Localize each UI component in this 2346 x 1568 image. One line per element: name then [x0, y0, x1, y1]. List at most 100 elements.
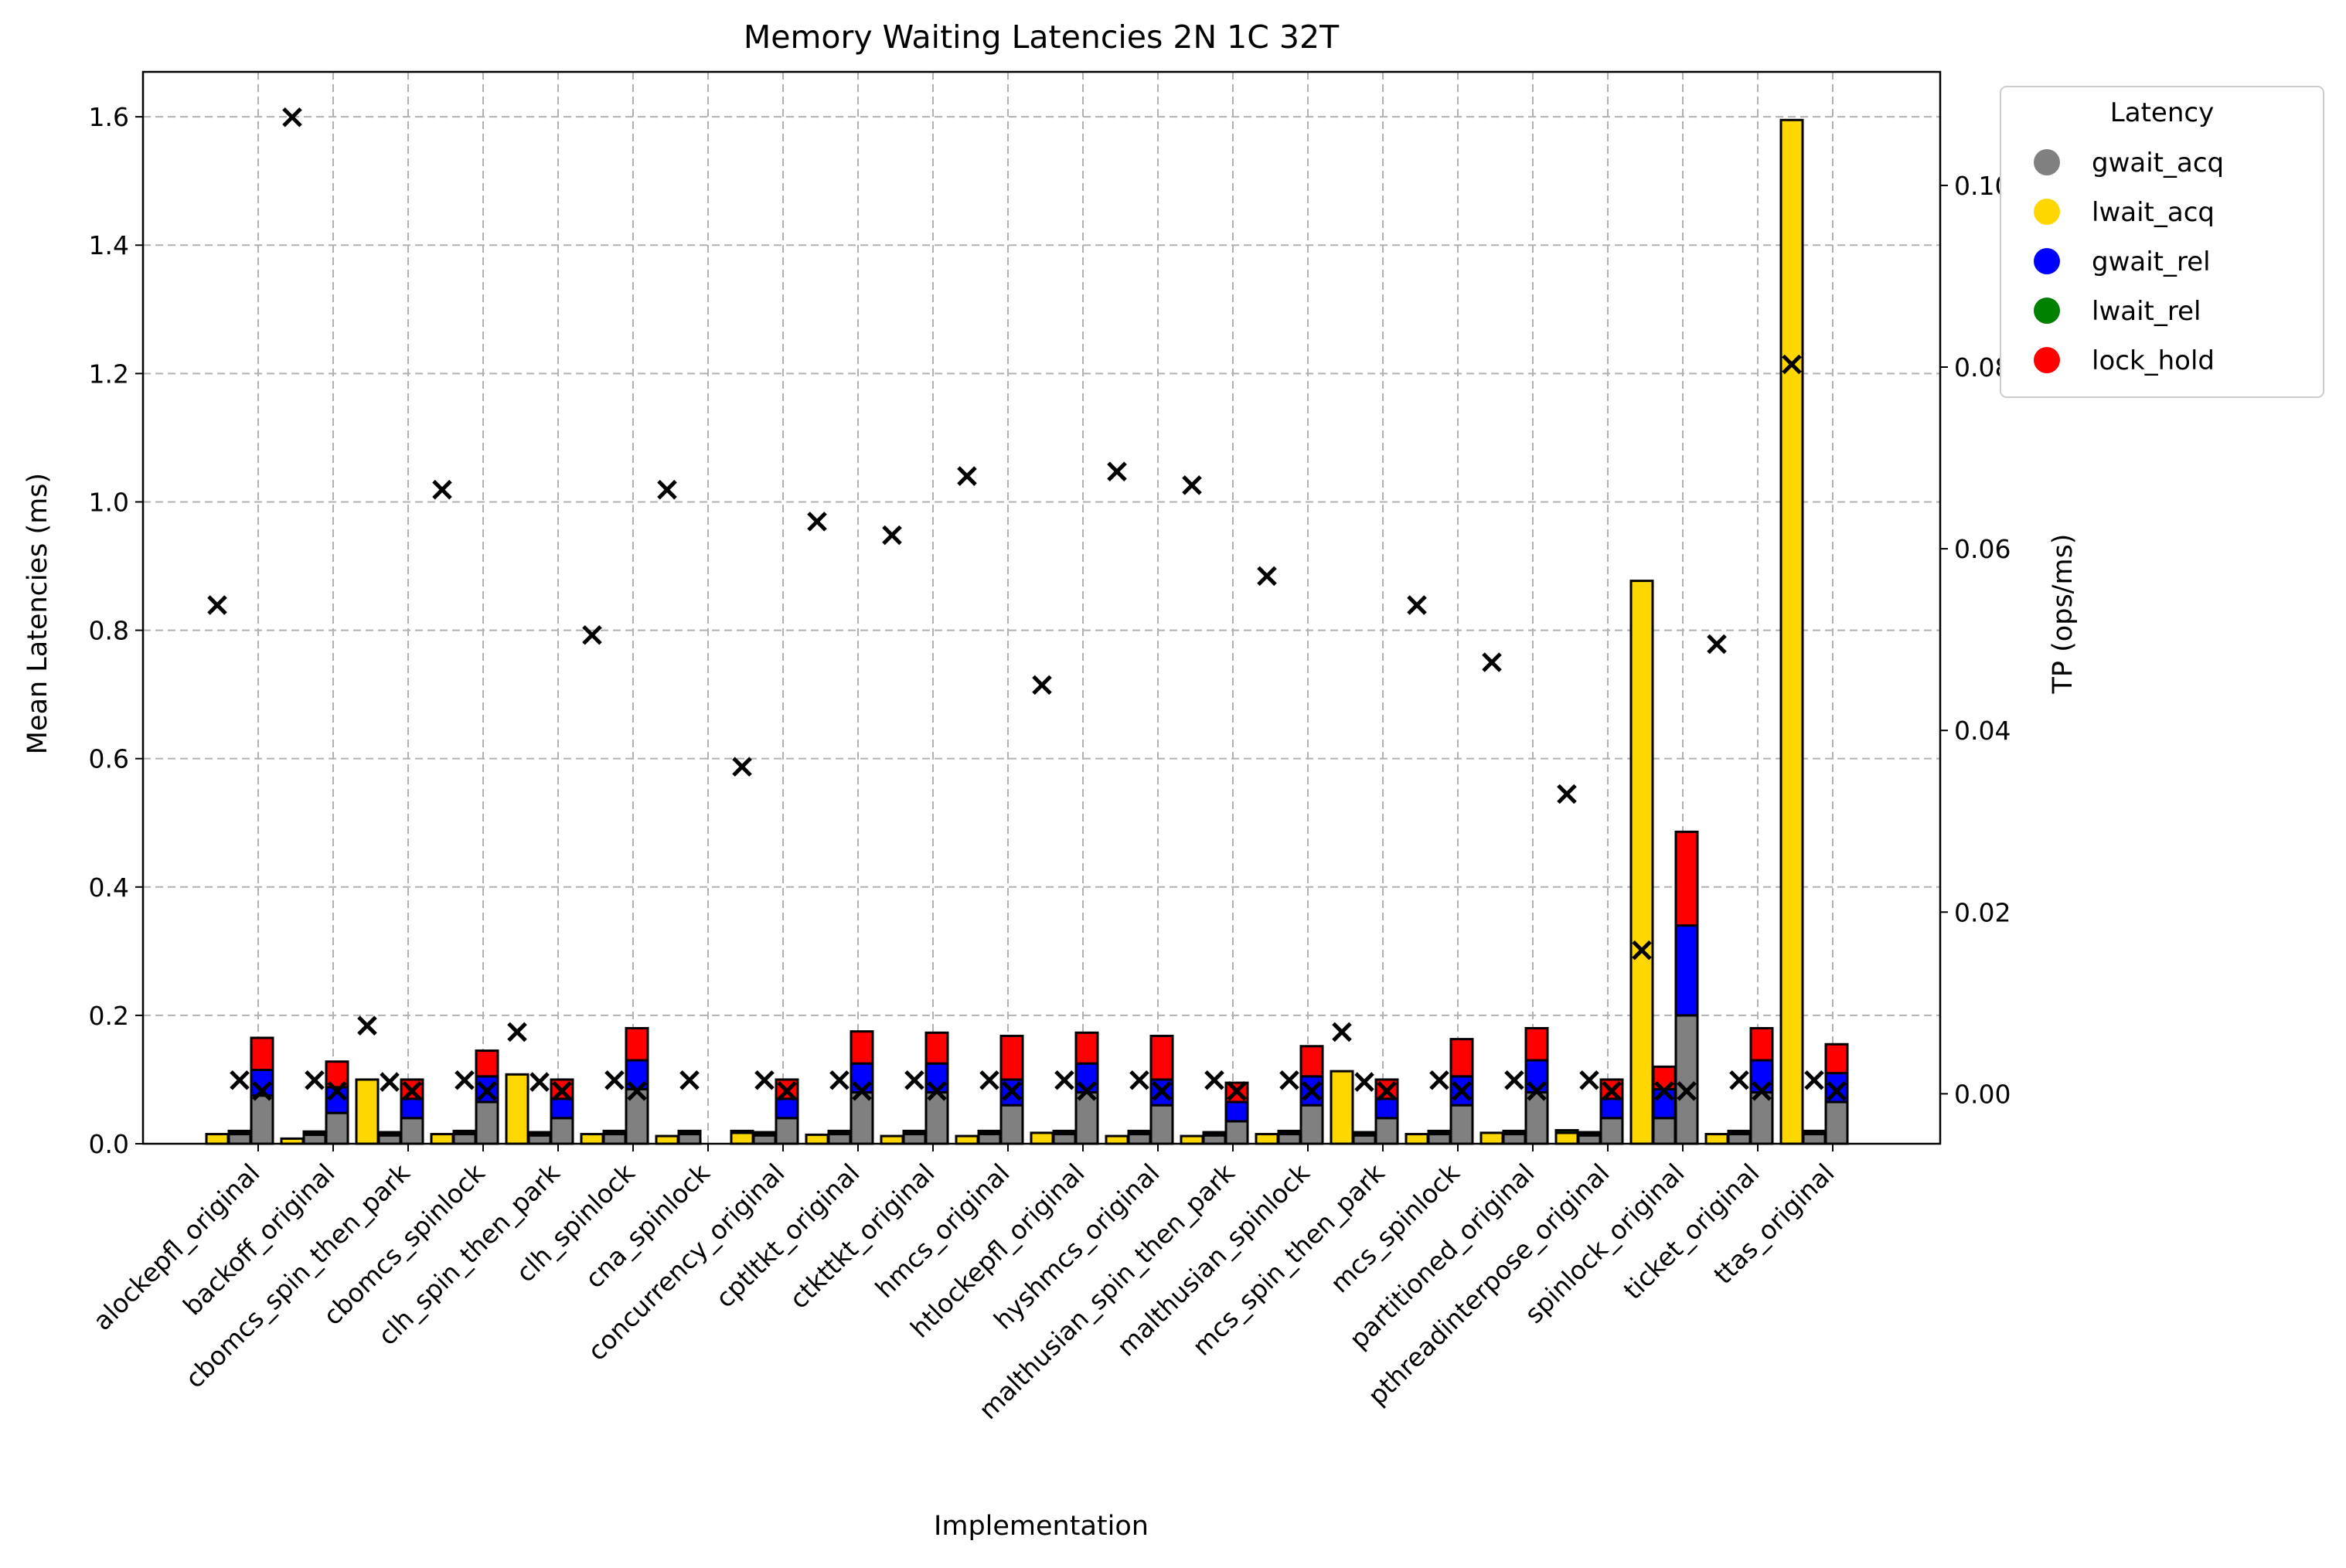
bar-gwait-acq: [452, 1133, 477, 1145]
bar-gwait-acq: [1652, 1117, 1677, 1145]
tp-marker: [1332, 1022, 1352, 1042]
bar-gwait-acq: [1352, 1134, 1377, 1145]
tp-marker: [1557, 784, 1577, 804]
tp-marker: [1354, 1072, 1374, 1092]
bar-lock-hold: [1824, 1042, 1849, 1075]
tp-marker: [754, 1070, 775, 1090]
bar-lock-hold: [602, 1129, 627, 1134]
bar-lock-hold: [1149, 1034, 1174, 1081]
tp-marker: [582, 624, 602, 645]
bar-gwait-acq: [302, 1133, 327, 1145]
y2-tick-label: 0.00: [1954, 1079, 2011, 1109]
bar-lwait-acq: [430, 1133, 455, 1145]
bar-gwait-acq: [250, 1094, 274, 1145]
y-tick-label: 0.0: [89, 1129, 129, 1159]
bar-lwait-acq: [1030, 1131, 1054, 1145]
y-tick-label: 1.6: [89, 102, 129, 132]
y-tick-label: 1.2: [89, 359, 129, 389]
bar-gwait-acq: [1427, 1133, 1452, 1145]
tp-marker: [1654, 1081, 1674, 1101]
legend-entry-label: lwait_acq: [2092, 197, 2215, 228]
bar-lwait-acq: [1330, 1070, 1354, 1145]
bar-gwait-acq: [775, 1117, 799, 1145]
tp-marker: [1504, 1070, 1524, 1090]
bar-lock-hold: [625, 1027, 649, 1062]
tp-marker: [1782, 354, 1802, 375]
tp-markers: [207, 107, 1847, 1101]
bar-lock-hold: [1299, 1045, 1324, 1078]
tp-marker: [882, 525, 902, 546]
bar-gwait-acq: [1277, 1133, 1302, 1145]
tp-marker: [1707, 634, 1727, 655]
tp-marker: [927, 1081, 947, 1101]
y-tick-label: 0.8: [89, 616, 129, 646]
tp-marker: [1579, 1070, 1599, 1090]
tp-marker: [1827, 1081, 1847, 1101]
tp-marker: [1204, 1070, 1224, 1090]
bar-lwait-acq: [1405, 1133, 1429, 1145]
tp-marker: [1429, 1070, 1449, 1090]
bar-gwait-acq: [1727, 1133, 1752, 1145]
bar-gwait-acq: [527, 1134, 552, 1145]
bar-gwait-rel: [1674, 924, 1699, 1017]
y-tick-label: 1.0: [89, 487, 129, 517]
bar-lock-hold: [1524, 1027, 1549, 1062]
bar-lwait-acq: [1554, 1131, 1579, 1145]
bar-gwait-rel: [1599, 1097, 1624, 1120]
bar-lock-hold: [377, 1131, 402, 1135]
bar-lwait-acq: [580, 1133, 604, 1145]
tp-marker: [1054, 1070, 1074, 1090]
legend-entry-label: lock_hold: [2092, 345, 2215, 376]
bar-gwait-acq: [1149, 1104, 1174, 1145]
tp-marker: [1182, 475, 1202, 495]
bar-gwait-acq: [325, 1111, 349, 1145]
bar-gwait-acq: [999, 1104, 1024, 1145]
y2-tick-label: 0.06: [1954, 534, 2011, 564]
bar-lwait-acq: [730, 1131, 754, 1145]
bar-gwait-acq: [1127, 1133, 1152, 1145]
bar-lock-hold: [1674, 830, 1699, 927]
legend-entry-label: gwait_rel: [2092, 247, 2211, 277]
bar-lock-hold: [1352, 1131, 1377, 1135]
bar-lwait-acq: [1779, 118, 1804, 1145]
y-tick-label: 1.4: [89, 230, 129, 260]
bar-lwait-acq: [1479, 1131, 1504, 1145]
bar-lwait-rel: [1554, 1129, 1579, 1134]
legend-box: [2000, 86, 2324, 398]
bar-lwait-acq: [1180, 1134, 1204, 1145]
tp-marker: [1482, 652, 1502, 672]
bar-lwait-acq: [505, 1073, 529, 1145]
legend-title: Latency: [2110, 97, 2214, 128]
bar-gwait-acq: [677, 1133, 702, 1145]
tp-marker: [1729, 1070, 1749, 1090]
grid: [143, 72, 1940, 1145]
bar-gwait-rel: [850, 1062, 874, 1094]
bar-gwait-rel: [1524, 1059, 1549, 1094]
bar-gwait-acq: [977, 1133, 1002, 1145]
bar-gwait-acq: [602, 1133, 627, 1145]
bar-gwait-acq: [827, 1133, 852, 1145]
bar-lwait-acq: [1704, 1133, 1729, 1145]
tp-marker: [1107, 461, 1127, 481]
tp-marker: [657, 479, 677, 500]
tp-marker: [1302, 1081, 1322, 1101]
bar-gwait-rel: [1374, 1097, 1399, 1120]
tp-marker: [1677, 1081, 1697, 1101]
legend-entry-label: lwait_rel: [2092, 296, 2201, 327]
tp-marker: [529, 1072, 550, 1092]
bar-lock-hold: [752, 1131, 777, 1135]
tp-marker: [477, 1081, 497, 1101]
bar-gwait-acq: [227, 1133, 252, 1145]
bar-lock-hold: [850, 1030, 874, 1065]
tp-marker: [1077, 1081, 1097, 1101]
y-tick-label: 0.2: [89, 1001, 129, 1031]
tp-marker: [807, 512, 827, 532]
bar-lwait-acq: [205, 1133, 230, 1145]
bar-lwait-acq: [1255, 1133, 1279, 1145]
tp-marker: [455, 1070, 475, 1090]
bar-lock-hold: [250, 1036, 274, 1071]
bar-gwait-acq: [1802, 1133, 1827, 1145]
tp-marker: [829, 1070, 850, 1090]
y-tick-label: 0.4: [89, 872, 129, 903]
